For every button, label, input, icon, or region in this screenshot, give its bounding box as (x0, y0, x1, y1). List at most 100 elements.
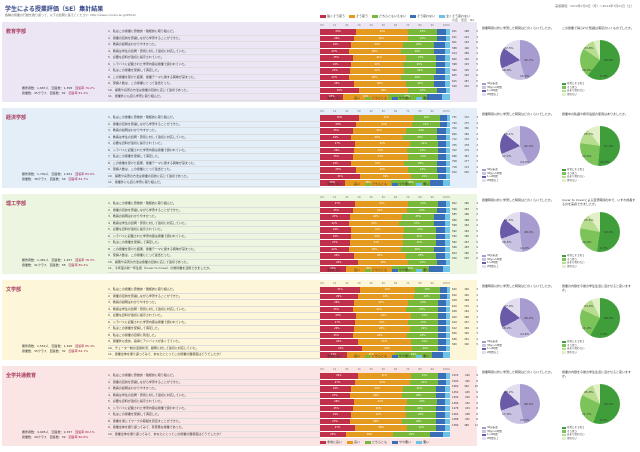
pie-legend-item: 2時間以上 (482, 437, 502, 441)
pie-legend: 30分未満 30分〜1時間 1〜2時間 2時間以上 (482, 426, 502, 440)
legend-item: 悪い (416, 96, 429, 100)
stat-value: 履修者数：4,995人 (22, 430, 52, 434)
report-url[interactable]: http://www.cumics.ac.jp/PSCU/ (90, 13, 136, 17)
survey-date: 実施期間：2012年7月9日（月）〜2012年7月21日（土） (555, 4, 634, 8)
question-text: 8．授業を通じてワークの取組を見直すことができた。 (108, 419, 320, 425)
pie-legend-swatch (562, 351, 566, 354)
pie-legend-label: 非常にそう思う (567, 426, 585, 429)
count-value: 4 (476, 326, 478, 330)
count-value: 700 (452, 127, 457, 130)
pie-legend: 非常にそう思う そう思う あまり思わない 思わない (562, 82, 585, 96)
count-value: 621 (452, 30, 457, 33)
bar-segment (436, 399, 445, 405)
count-value: 585 (452, 213, 457, 216)
count-value: 1488 (452, 418, 459, 421)
count-row: 600 190 6 (452, 57, 478, 63)
bar-segment: 41% (357, 373, 411, 379)
legend-label: 悪い (423, 182, 430, 186)
stacked-bar: 29% 41% 21% (320, 339, 450, 346)
bar-segment (438, 141, 447, 147)
bar-segment (435, 253, 445, 259)
bar-segment (447, 115, 450, 121)
count-row: 702 179 3 (452, 148, 478, 154)
count-value: 170 (464, 304, 469, 308)
stacked-bar: 26% 43% 22% (320, 326, 450, 333)
count-value: 4 (476, 202, 478, 205)
scale-tick: 50 (381, 196, 385, 199)
pie-legend-item: 思わない (562, 351, 585, 355)
legend-item: 悪い (416, 440, 429, 444)
count-value: 600 (452, 57, 457, 61)
count-value: 11 (474, 423, 478, 427)
pie-legend-swatch (562, 437, 566, 440)
bar-segment: 42% (353, 300, 409, 306)
count-value: 200 (464, 171, 469, 174)
bar-segment: 40% (351, 42, 404, 48)
bar-segment (444, 412, 450, 418)
question-text: 3．教員の説明はわかりやすかった。 (108, 128, 320, 135)
scale-tick: 40 (369, 24, 373, 27)
count-value: 708 (452, 160, 457, 163)
pie-label: 48.0% (524, 230, 534, 234)
count-row: 601 193 6 (452, 40, 478, 46)
question-list: 1．私はこの授業に意欲的・積極的に取り組んだ。 2．授業の目的を意識しながら学習す… (108, 287, 320, 359)
bar-segment (446, 313, 450, 319)
bar-segment (447, 121, 450, 127)
bar-segment: 22% (408, 29, 437, 35)
stat-value: 回答数：2,337 (51, 430, 76, 434)
pie-legend-item: 1〜2時間 (482, 261, 502, 265)
stacked-bar: 24% 40% 25% (320, 386, 450, 393)
legend-item: 良い (347, 96, 360, 100)
legend-item: どちらとも (365, 182, 387, 186)
legend-swatch (416, 96, 423, 100)
question-text: 10．チューター制の活用状況、疑問に対して適切に対応していた。 (108, 346, 320, 352)
pie-legend-item: 30分未満 (482, 254, 502, 258)
pie-legend: 30分未満 30分〜1時間 1〜2時間 2時間以上 (482, 340, 502, 354)
pie-label: 5.4% (600, 74, 608, 78)
bar-segment (438, 154, 447, 160)
pie-legend: 30分未満 30分〜1時間 1〜2時間 2時間以上 (482, 254, 502, 268)
legend-item: やや悪い (392, 268, 411, 272)
pie-legend-swatch (482, 426, 486, 429)
bar-segment: 22% (320, 220, 349, 226)
bar-segment: 40% (351, 134, 404, 140)
pie-legend-swatch (482, 168, 486, 171)
legend-swatch (347, 96, 354, 100)
scale-tick: 90 (430, 24, 434, 27)
pie-panel: 授業時間以外に学習した時間はどのくらいでしたか。 45.7% 22.5% 16.8% 1… (480, 22, 558, 102)
bar-segment (436, 160, 447, 166)
stacked-bar: 24% 40% 25% (320, 233, 450, 240)
count-value: 520 (452, 85, 457, 88)
bar-segment: 25% (403, 386, 436, 392)
count-value: 592 (452, 229, 457, 233)
pie-title: 授業時間以外に学習した時間はどのくらいでしたか。 (482, 112, 554, 116)
count-value: 705 (452, 143, 457, 147)
question-text: 9．受講人数は、この授業にとって適当だった。 (108, 167, 320, 174)
pie-legend-label: そう思う (567, 429, 578, 433)
count-row: 632 162 4 (452, 293, 478, 299)
stacked-bar: 30% 38% 22% (320, 87, 450, 94)
stat-value: 回答数：56 (49, 177, 69, 181)
bar-segment (446, 160, 450, 166)
bar-segment: 40% (351, 386, 404, 392)
question-text: 7．私はこの授業を受講して満足した。 (108, 68, 320, 75)
question-text: 4．教員は学生の質問・意見に対して適切に対応していた。 (108, 221, 320, 227)
legend-label: 非常に良い (327, 268, 343, 272)
bar-segment (439, 293, 448, 299)
bar-segment (434, 81, 445, 87)
count-value: 184 (464, 229, 469, 233)
count-value: 5 (476, 63, 478, 66)
bar-segment: 23% (408, 201, 439, 207)
satisfaction-pie (580, 212, 620, 252)
legend-swatch (349, 14, 356, 18)
bar-segment: 40% (351, 61, 404, 67)
bar-segment (436, 134, 447, 140)
count-value: 165 (464, 332, 469, 335)
bar-segment: 42% (360, 287, 415, 293)
bar-segment: 41% (352, 306, 406, 312)
pie-legend-label: そう思う (567, 257, 578, 261)
stat-value: 回答率 80.6% (68, 435, 92, 439)
stacked-bar: 32% 39% 20% (320, 345, 450, 352)
stat-value: 回答率 84.7% (68, 349, 92, 353)
column-head: 肯定 (452, 18, 459, 22)
